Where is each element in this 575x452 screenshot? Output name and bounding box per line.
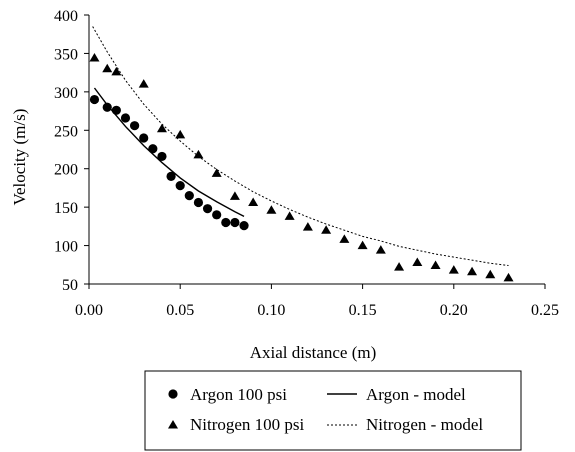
legend-nitrogen-label: Nitrogen 100 psi (190, 415, 305, 434)
x-axis-title: Axial distance (m) (250, 343, 377, 362)
nitrogen-100-psi-point (430, 260, 441, 270)
legend-argon-label: Argon 100 psi (190, 385, 287, 404)
legend-nitrogen-model-label: Nitrogen - model (366, 415, 483, 434)
nitrogen-100-psi-point (357, 240, 368, 250)
argon-100-psi-point (89, 94, 100, 105)
y-tick-label: 200 (54, 162, 78, 179)
argon-100-psi-point (102, 102, 112, 112)
argon-100-psi-point (221, 217, 231, 228)
x-tick-label: 0.00 (75, 302, 103, 319)
argon-100-psi-point (120, 113, 131, 123)
nitrogen-100-psi-point (111, 66, 122, 76)
argon-100-psi-point (202, 204, 213, 214)
nitrogen-100-psi-point (266, 205, 277, 214)
argon-100-psi-point (157, 151, 167, 162)
nitrogen-100-psi-point (375, 245, 386, 254)
y-tick-label: 350 (54, 46, 78, 63)
argon-100-psi-point (230, 217, 240, 228)
y-axis-title: Velocity (m/s) (10, 109, 29, 206)
y-tick-label: 100 (54, 239, 78, 256)
y-tick-label: 50 (62, 277, 78, 294)
nitrogen-100-psi-point (89, 53, 100, 62)
x-tick-label: 0.15 (349, 302, 377, 319)
y-tick-label: 300 (54, 85, 78, 102)
legend-argon-model-label: Argon - model (366, 385, 466, 404)
argon-100-psi-point (193, 197, 204, 208)
argon-100-psi-point (166, 171, 176, 181)
nitrogen-100-psi-point (503, 272, 514, 282)
argon-100-psi-point (212, 210, 222, 220)
nitrogen-100-psi-point (102, 63, 113, 73)
nitrogen-100-psi-point (193, 149, 204, 159)
nitrogen-model-line (92, 26, 509, 267)
nitrogen-100-psi-point (448, 265, 459, 274)
nitrogen-100-psi-point (175, 129, 186, 139)
nitrogen-100-psi-point (339, 234, 350, 243)
y-tick-label: 250 (54, 123, 78, 140)
nitrogen-100-psi-point (211, 168, 222, 177)
legend-nitrogen-marker (168, 420, 178, 429)
nitrogen-100-psi-point (467, 266, 478, 276)
nitrogen-100-psi-point (248, 197, 259, 207)
argon-100-psi-point (111, 105, 121, 115)
argon-100-psi-point (130, 121, 140, 131)
nitrogen-100-psi-point (229, 191, 240, 200)
argon-100-psi-point (139, 133, 149, 143)
argon-100-psi-point (239, 220, 249, 231)
x-tick-label: 0.20 (440, 302, 468, 319)
y-tick-label: 400 (54, 8, 78, 25)
legend-argon-marker (168, 389, 178, 399)
x-tick-label: 0.10 (257, 302, 285, 319)
nitrogen-100-psi-point (321, 225, 332, 234)
argon-100-psi-point (175, 181, 185, 191)
nitrogen-100-psi-point (284, 211, 295, 220)
legend-box (144, 370, 522, 451)
nitrogen-100-psi-point (394, 262, 405, 271)
nitrogen-100-psi-point (302, 222, 313, 231)
x-tick-label: 0.25 (531, 302, 559, 319)
nitrogen-100-psi-point (138, 79, 149, 88)
nitrogen-100-psi-point (156, 123, 167, 133)
y-tick-label: 150 (54, 200, 78, 217)
x-tick-label: 0.05 (166, 302, 194, 319)
nitrogen-100-psi-point (485, 269, 496, 279)
plot-area: 0.00 0.05 0.10 0.15 0.20 0.25 50 100 150 200 250 30… (54, 8, 559, 319)
argon-model-line (93, 87, 245, 217)
nitrogen-100-psi-point (412, 257, 423, 266)
argon-100-psi-point (184, 191, 194, 201)
legend: Argon 100 psi Argon - model Nitrogen 100… (144, 370, 522, 451)
